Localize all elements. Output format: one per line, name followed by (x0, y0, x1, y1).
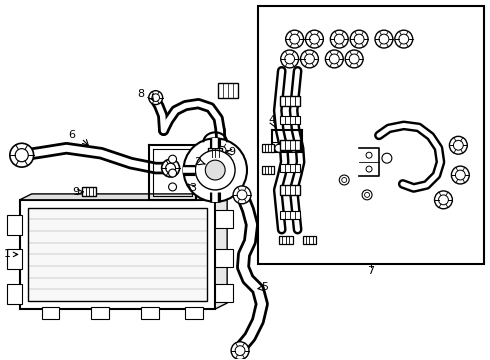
Circle shape (366, 166, 372, 172)
Bar (262, 144, 274, 152)
Bar (280, 96, 299, 105)
Bar (280, 117, 299, 125)
Bar (262, 166, 274, 174)
Bar (279, 235, 293, 243)
Circle shape (435, 191, 452, 209)
Circle shape (237, 190, 247, 200)
Text: 6: 6 (68, 130, 75, 140)
Circle shape (449, 136, 467, 154)
Circle shape (382, 153, 392, 163)
Circle shape (345, 50, 363, 68)
Circle shape (10, 143, 34, 167)
Circle shape (15, 149, 28, 162)
Bar (280, 185, 299, 195)
Bar (215, 249, 233, 267)
Circle shape (329, 54, 339, 64)
Polygon shape (215, 194, 227, 309)
Circle shape (375, 30, 393, 48)
Circle shape (281, 50, 298, 68)
Circle shape (362, 190, 372, 200)
Circle shape (325, 50, 343, 68)
Circle shape (453, 140, 463, 150)
Bar (215, 210, 233, 228)
Circle shape (169, 183, 176, 191)
Circle shape (275, 144, 283, 152)
Bar (91, 307, 109, 319)
Circle shape (334, 34, 344, 44)
Circle shape (166, 163, 175, 173)
Bar (185, 307, 203, 319)
Text: 2: 2 (194, 157, 201, 167)
Circle shape (395, 30, 413, 48)
Bar (141, 307, 159, 319)
Circle shape (219, 147, 226, 154)
Circle shape (305, 54, 315, 64)
Circle shape (205, 160, 225, 180)
Circle shape (399, 34, 409, 44)
Circle shape (455, 170, 465, 180)
Text: 3: 3 (189, 183, 196, 193)
Circle shape (439, 195, 448, 205)
Circle shape (233, 186, 251, 204)
Bar (258, 6, 484, 264)
Circle shape (231, 342, 249, 360)
Polygon shape (20, 200, 215, 309)
Bar (42, 307, 59, 319)
Bar (82, 188, 96, 196)
Circle shape (330, 30, 348, 48)
Circle shape (169, 169, 176, 177)
Polygon shape (20, 194, 227, 200)
Circle shape (183, 138, 247, 202)
Circle shape (342, 177, 347, 183)
Circle shape (286, 30, 303, 48)
Circle shape (169, 155, 176, 163)
Text: 9: 9 (228, 147, 236, 157)
Bar (218, 83, 238, 98)
Text: 7: 7 (368, 266, 374, 276)
Circle shape (451, 166, 469, 184)
Bar (208, 148, 222, 157)
Circle shape (379, 34, 389, 44)
Bar (302, 235, 317, 243)
Circle shape (339, 175, 349, 185)
Circle shape (196, 150, 235, 190)
Text: 1: 1 (3, 249, 18, 260)
Circle shape (300, 50, 318, 68)
Bar (215, 284, 233, 302)
Bar (7, 249, 22, 269)
Text: 8: 8 (137, 89, 145, 99)
Circle shape (310, 34, 319, 44)
Bar (280, 140, 299, 150)
Circle shape (149, 91, 163, 105)
Polygon shape (28, 208, 207, 301)
Circle shape (354, 34, 364, 44)
Circle shape (235, 346, 245, 356)
Circle shape (366, 152, 372, 158)
Circle shape (290, 144, 297, 152)
Circle shape (290, 34, 299, 44)
Circle shape (350, 30, 368, 48)
Text: 5: 5 (261, 282, 269, 292)
Circle shape (215, 143, 229, 157)
Circle shape (285, 54, 294, 64)
Circle shape (365, 192, 369, 197)
Bar (280, 164, 299, 172)
Circle shape (162, 159, 179, 177)
Bar (7, 215, 22, 235)
Circle shape (349, 54, 359, 64)
Circle shape (306, 30, 323, 48)
Bar (7, 284, 22, 304)
Circle shape (152, 94, 160, 102)
Text: 9: 9 (73, 187, 80, 197)
Bar (280, 211, 299, 219)
Text: 4: 4 (268, 116, 275, 126)
